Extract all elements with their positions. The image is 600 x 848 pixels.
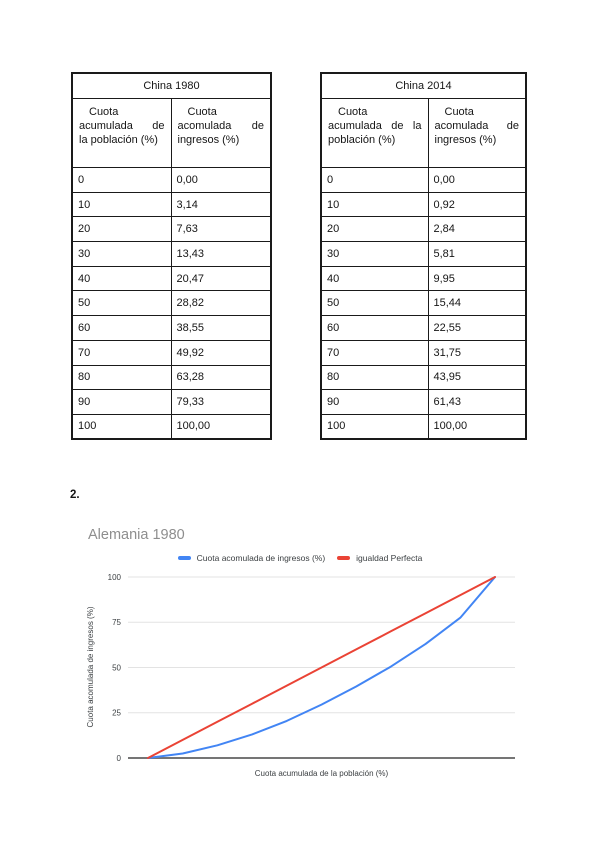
cell-population: 60 (71, 315, 172, 341)
x-axis-title: Cuota acumulada de la población (%) (255, 769, 389, 778)
cell-income: 31,75 (427, 339, 527, 366)
table-row: 100 100,00 (71, 413, 272, 440)
cell-population: 30 (320, 241, 429, 267)
cell-income: 15,44 (427, 290, 527, 317)
table-row: 40 20,47 (71, 265, 272, 292)
table-china-1980: China 1980 Cuota acumulada de la población … (71, 72, 272, 441)
y-tick-label: 50 (112, 663, 121, 672)
col-header-income: Cuota acomulada de ingresos (%) (170, 98, 272, 168)
cell-population: 30 (71, 241, 172, 267)
chart-title: Alemania 1980 (88, 527, 185, 543)
cell-population: 50 (71, 290, 172, 317)
cell-population: 20 (71, 216, 172, 243)
table-row: 60 22,55 (320, 315, 527, 341)
table-row: 90 61,43 (320, 389, 527, 415)
cell-population: 100 (320, 413, 429, 440)
cell-income: 0,92 (427, 191, 527, 218)
legend-label: igualdad Perfecta (356, 553, 423, 563)
table-row: 70 31,75 (320, 339, 527, 366)
cell-income: 13,43 (170, 241, 272, 267)
col-header-population: Cuota acumulada de la población (%) (71, 98, 172, 168)
legend-dash-icon (177, 556, 191, 560)
cell-population: 80 (320, 364, 429, 391)
table-china-2014: China 2014 Cuota acumulada de la población (… (320, 72, 527, 441)
chart-legend: Cuota acomulada de ingresos (%) igualdad … (60, 553, 540, 563)
cell-population: 80 (71, 364, 172, 391)
table-row: 10 0,92 (320, 191, 527, 218)
table-row: 30 13,43 (71, 241, 272, 267)
cell-income: 61,43 (427, 389, 527, 415)
cell-income: 63,28 (170, 364, 272, 391)
table-row: 70 49,92 (71, 339, 272, 366)
cell-population: 90 (320, 389, 429, 415)
cell-population: 0 (71, 167, 172, 193)
y-tick-label: 75 (112, 618, 121, 627)
y-tick-label: 0 (117, 754, 122, 763)
col-header-population: Cuota acumulada de la población (%) (320, 98, 429, 168)
cell-income: 43,95 (427, 364, 527, 391)
cell-population: 50 (320, 290, 429, 317)
table-row: 50 28,82 (71, 290, 272, 317)
cell-population: 10 (71, 191, 172, 218)
table-row: 100 100,00 (320, 413, 527, 440)
table-row: 20 2,84 (320, 216, 527, 243)
table-title: China 1980 (71, 72, 272, 99)
cell-income: 79,33 (170, 389, 272, 415)
table-row: 90 79,33 (71, 389, 272, 415)
legend-dash-icon (337, 556, 351, 560)
series-line-lorenz (147, 576, 496, 759)
cell-income: 0,00 (427, 167, 527, 193)
table-row: 0 0,00 (71, 167, 272, 193)
cell-population: 70 (320, 339, 429, 366)
legend-item-equality: igualdad Perfecta (337, 553, 422, 563)
cell-population: 100 (71, 413, 172, 440)
table-row: 20 7,63 (71, 216, 272, 243)
table-row: 10 3,14 (71, 191, 272, 218)
cell-population: 40 (320, 265, 429, 292)
table-row: 60 38,55 (71, 315, 272, 341)
cell-population: 10 (320, 191, 429, 218)
lorenz-curve-chart: 0 25 50 75 100 Cuota acomulada de ingresos (%… (86, 573, 515, 778)
cell-income: 2,84 (427, 216, 527, 243)
y-tick-label: 100 (108, 573, 122, 582)
table-row: 0 0,00 (320, 167, 527, 193)
legend-label: Cuota acomulada de ingresos (%) (196, 553, 326, 563)
cell-population: 20 (320, 216, 429, 243)
legend-item-lorenz: Cuota acomulada de ingresos (%) (177, 553, 326, 563)
cell-income: 100,00 (170, 413, 272, 440)
cell-population: 0 (320, 167, 429, 193)
exercise-2-label: 2. (70, 489, 80, 501)
cell-population: 90 (71, 389, 172, 415)
cell-income: 20,47 (170, 265, 272, 292)
cell-income: 3,14 (170, 191, 272, 218)
cell-income: 28,82 (170, 290, 272, 317)
table-row: 40 9,95 (320, 265, 527, 292)
table-title: China 2014 (320, 72, 527, 99)
cell-income: 0,00 (170, 167, 272, 193)
table-row: 80 43,95 (320, 364, 527, 391)
series-line-equality (147, 576, 496, 759)
cell-income: 38,55 (170, 315, 272, 341)
y-axis-title: Cuota acomulada de ingresos (%) (86, 606, 95, 727)
cell-income: 49,92 (170, 339, 272, 366)
cell-income: 5,81 (427, 241, 527, 267)
cell-population: 70 (71, 339, 172, 366)
table-row: 80 63,28 (71, 364, 272, 391)
cell-income: 9,95 (427, 265, 527, 292)
table-row: 50 15,44 (320, 290, 527, 317)
table-row: 30 5,81 (320, 241, 527, 267)
cell-population: 60 (320, 315, 429, 341)
cell-income: 22,55 (427, 315, 527, 341)
cell-population: 40 (71, 265, 172, 292)
col-header-income: Cuota acomulada de ingresos (%) (427, 98, 527, 168)
y-tick-label: 25 (112, 709, 121, 718)
cell-income: 7,63 (170, 216, 272, 243)
cell-income: 100,00 (427, 413, 527, 440)
